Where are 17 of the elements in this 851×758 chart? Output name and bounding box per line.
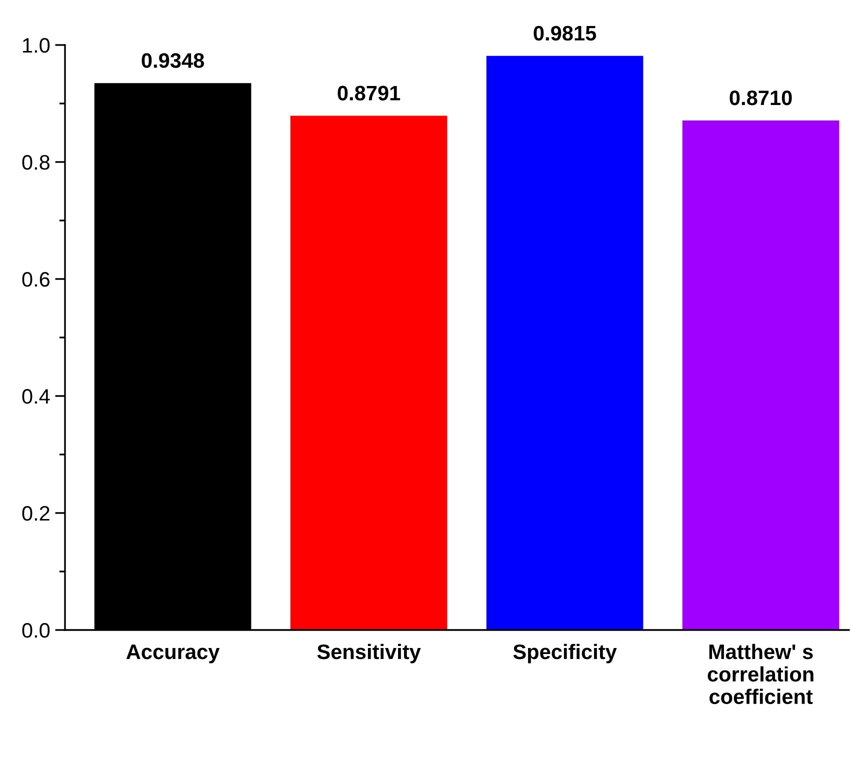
x-tick-label: Accuracy [126,644,220,664]
x-tick-label: Matthew' s correlation coefficient [708,644,814,704]
bar [682,120,840,630]
y-tick-label: 0.0 [22,623,50,638]
data-label: 0.8710 [730,90,792,106]
bar [486,56,644,630]
y-tick-label: 0.2 [22,506,50,521]
data-label: 0.9815 [534,26,596,41]
x-tick-label: Specificity [513,644,617,664]
y-tick-label: 1.0 [23,38,50,53]
x-tick-label: Sensitivity [317,644,421,664]
y-tick-label: 0.4 [22,389,50,404]
y-tick-label: 0.8 [22,155,50,170]
data-label: 0.9348 [142,53,204,68]
data-label: 0.8791 [338,86,400,100]
bar [290,116,448,630]
y-tick-label: 0.6 [22,272,50,287]
